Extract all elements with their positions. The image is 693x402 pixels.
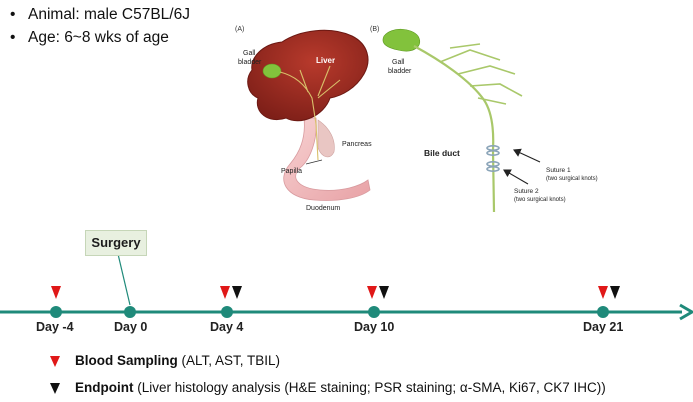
endpoint-marker <box>610 286 620 299</box>
pancreas-label: Pancreas <box>342 141 372 148</box>
endpoint-legend-marker <box>50 383 60 394</box>
timepoint-dot <box>368 306 380 318</box>
blood-sampling-marker <box>598 286 608 299</box>
legend-text: Blood Sampling (ALT, AST, TBIL) <box>75 353 280 368</box>
bile-duct-main <box>413 45 496 213</box>
panel-a-liver-illustration: (A) Gall bladder Liver Pancreas Papilla … <box>235 26 372 212</box>
panel-a-gall-label-2: bladder <box>238 59 262 66</box>
panel-a-tag: (A) <box>235 26 244 33</box>
suture-2-arrow <box>503 169 529 185</box>
day-label: Day -4 <box>36 320 74 334</box>
liver-shape <box>247 29 369 122</box>
bullet-dot: • <box>10 29 16 46</box>
bile-duct-label: Bile duct <box>424 148 460 158</box>
surgery-callout: Surgery <box>85 230 147 256</box>
timepoint-dot <box>597 306 609 318</box>
panel-b-gall-label-2: bladder <box>388 68 412 75</box>
timeline <box>0 253 693 321</box>
bullet-age: Age: 6~8 wks of age <box>28 29 169 46</box>
panel-b-bile-duct-illustration: (B) Gall bladder Bile duct Suture 1 (two… <box>370 26 598 213</box>
bullet-dot: • <box>10 6 16 23</box>
gallbladder-b-shape <box>382 28 420 52</box>
suture-1-note: (two surgical knots) <box>546 176 598 182</box>
pancreas-shape <box>317 119 335 158</box>
papilla-label: Papilla <box>281 168 302 175</box>
suture-1-arrow <box>513 148 541 163</box>
bullet-item: • Animal: male C57BL/6J <box>10 3 190 26</box>
blood-sampling-marker <box>220 286 230 299</box>
timepoint-dot <box>221 306 233 318</box>
day-label: Day 4 <box>210 320 244 334</box>
duodenum-shape <box>283 117 371 201</box>
endpoint-title: Endpoint <box>75 380 134 395</box>
day-label: Day 21 <box>583 320 624 334</box>
blood-sampling-title: Blood Sampling <box>75 353 178 368</box>
suture-1-knots <box>486 145 500 157</box>
animal-info: • Animal: male C57BL/6J • Age: 6~8 wks of … <box>10 3 190 49</box>
gallbladder-a-shape <box>262 63 282 79</box>
bullet-item: • Age: 6~8 wks of age <box>10 26 190 49</box>
timepoint-dot <box>124 306 136 318</box>
endpoint-detail: (Liver histology analysis (H&E staining;… <box>137 380 606 395</box>
blood-sampling-legend-marker <box>50 356 60 367</box>
day-label: Day 0 <box>114 320 148 334</box>
liver-label: Liver <box>316 56 335 65</box>
bullet-animal: Animal: male C57BL/6J <box>28 6 190 23</box>
endpoint-marker <box>232 286 242 299</box>
panel-a-gall-label-1: Gall <box>243 50 256 57</box>
endpoint-marker <box>379 286 389 299</box>
legend-text: Endpoint (Liver histology analysis (H&E … <box>75 380 606 395</box>
panel-b-gall-label-1: Gall <box>392 59 405 66</box>
bile-ducts-a <box>279 65 341 161</box>
day-label: Day 10 <box>354 320 395 334</box>
suture-2-title: Suture 2 <box>514 188 539 195</box>
bile-duct-branches <box>439 43 523 105</box>
suture-2-note: (two surgical knots) <box>514 197 566 203</box>
surgery-connector <box>117 253 131 306</box>
panel-b-tag: (B) <box>370 26 379 33</box>
blood-sampling-detail: (ALT, AST, TBIL) <box>181 353 281 368</box>
timepoint-dot <box>50 306 62 318</box>
suture-2-knots <box>486 161 500 173</box>
timeline-arrowhead <box>679 303 693 321</box>
blood-sampling-marker <box>51 286 61 299</box>
duodenum-label: Duodenum <box>306 205 340 212</box>
blood-sampling-marker <box>367 286 377 299</box>
papilla-pointer <box>305 159 323 165</box>
suture-1-title: Suture 1 <box>546 167 571 174</box>
